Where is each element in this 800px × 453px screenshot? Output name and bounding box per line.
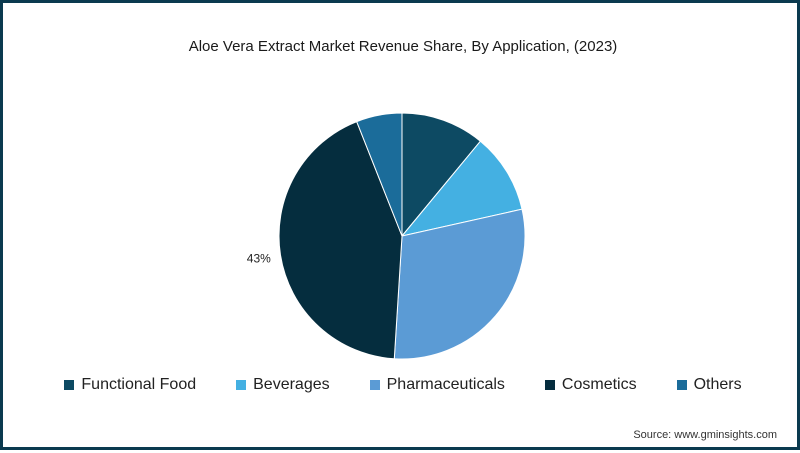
legend-swatch xyxy=(544,380,555,390)
pie-slice-beverages xyxy=(400,140,523,237)
chart-title: Aloe Vera Extract Market Revenue Share, … xyxy=(188,38,618,55)
legend-swatch xyxy=(369,380,380,390)
legend-swatch xyxy=(676,380,687,390)
source-note: Source: www.gminsights.com xyxy=(633,429,777,441)
pie-slice-others xyxy=(356,112,403,237)
legend-label: Cosmetics xyxy=(561,376,637,393)
pie-slice-pharmaceuticals xyxy=(393,208,526,360)
pie-slice-functional-food xyxy=(401,112,482,238)
legend: Functional Food Beverages Pharmaceuticals C… xyxy=(3,376,800,394)
pie-slice-cosmetics xyxy=(278,120,403,360)
data-label-cosmetics: 43% xyxy=(247,252,271,266)
legend-item-others: Others xyxy=(676,376,742,394)
legend-swatch xyxy=(64,380,75,390)
legend-label: Others xyxy=(693,376,742,393)
legend-item-functional-food: Functional Food xyxy=(64,376,196,394)
legend-swatch xyxy=(236,380,247,390)
pie-chart: 43% xyxy=(247,112,526,360)
legend-label: Pharmaceuticals xyxy=(386,376,505,393)
legend-label: Functional Food xyxy=(81,376,197,393)
legend-item-cosmetics: Cosmetics xyxy=(544,376,637,394)
legend-label: Beverages xyxy=(253,376,330,393)
legend-item-beverages: Beverages xyxy=(236,376,330,394)
legend-item-pharmaceuticals: Pharmaceuticals xyxy=(369,376,505,394)
